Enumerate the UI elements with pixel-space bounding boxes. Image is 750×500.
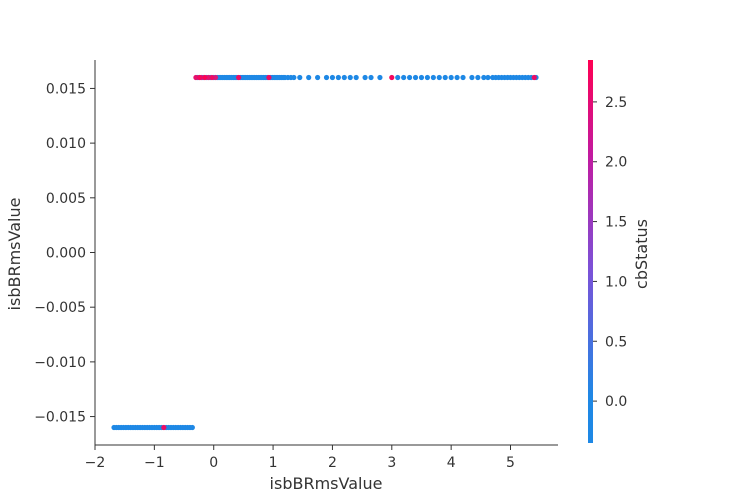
data-point xyxy=(485,74,491,81)
y-tick-label: −0.005 xyxy=(34,300,86,316)
y-tick-label: −0.010 xyxy=(34,355,86,371)
y-axis-ticks: 0.015 0.010 0.005 0.000 −0.005 −0.010 −0.015 xyxy=(34,81,95,426)
data-point xyxy=(202,74,208,81)
colorbar-tick-label: 2.5 xyxy=(605,95,627,111)
data-point xyxy=(395,74,401,81)
y-tick-label: 0.010 xyxy=(46,136,86,152)
data-point xyxy=(306,74,312,81)
data-point xyxy=(407,74,413,81)
x-tick-label: 4 xyxy=(447,455,456,471)
data-point xyxy=(297,74,303,81)
data-point xyxy=(291,74,297,81)
data-point xyxy=(436,74,442,81)
data-point xyxy=(205,74,211,81)
data-point xyxy=(362,74,368,81)
data-point xyxy=(341,74,347,81)
data-points xyxy=(111,74,539,431)
data-point xyxy=(442,74,448,81)
x-axis-label: isbBRmsValue xyxy=(270,474,383,493)
data-point xyxy=(469,74,475,81)
colorbar-tick-label: 0.0 xyxy=(605,394,627,410)
colorbar-tick-label: 1.5 xyxy=(605,215,627,231)
data-point xyxy=(329,74,336,81)
data-point xyxy=(430,74,436,81)
colorbar-gradient xyxy=(588,60,593,443)
x-tick-label: −2 xyxy=(85,455,106,471)
data-point xyxy=(196,74,203,81)
data-point xyxy=(193,74,199,81)
plot-area: −2 −1 0 1 2 3 4 5 0.015 0.010 0.005 0.000 −0.005 −0.… xyxy=(5,60,558,493)
data-point xyxy=(531,74,537,81)
data-point xyxy=(401,74,407,81)
x-tick-label: 2 xyxy=(328,455,337,471)
y-tick-label: 0.000 xyxy=(46,246,86,262)
data-point xyxy=(424,74,431,81)
y-tick-label: 0.015 xyxy=(46,81,86,97)
data-point xyxy=(353,74,359,81)
colorbar-tick-label: 0.5 xyxy=(605,334,627,350)
data-point xyxy=(347,74,353,81)
x-tick-label: 5 xyxy=(506,455,515,471)
y-tick-label: −0.015 xyxy=(34,410,86,426)
data-point xyxy=(389,74,395,81)
colorbar: 0.0 0.5 1.0 1.5 2.0 2.5 cbStatus xyxy=(588,60,651,443)
colorbar-tick-label: 1.0 xyxy=(605,274,627,290)
data-point xyxy=(368,74,374,81)
data-point xyxy=(460,74,466,81)
data-point xyxy=(209,74,215,81)
x-tick-label: 0 xyxy=(209,455,218,471)
y-tick-label: 0.005 xyxy=(46,191,86,207)
y-axis-label: isbBRmsValue xyxy=(5,198,24,311)
colorbar-tick-label: 2.0 xyxy=(605,155,627,171)
data-point xyxy=(314,74,321,81)
data-point xyxy=(377,74,383,81)
data-point xyxy=(236,74,242,81)
data-point xyxy=(481,74,487,81)
x-tick-label: −1 xyxy=(144,455,165,471)
data-point xyxy=(323,74,330,81)
data-point xyxy=(475,74,481,81)
data-point xyxy=(448,74,454,81)
data-point xyxy=(212,74,219,81)
data-point xyxy=(454,74,460,81)
data-point xyxy=(412,74,419,81)
data-point xyxy=(266,74,272,81)
data-point xyxy=(189,424,195,431)
colorbar-label: cbStatus xyxy=(632,219,651,289)
data-point xyxy=(418,74,425,81)
x-axis-ticks: −2 −1 0 1 2 3 4 5 xyxy=(85,445,515,471)
x-tick-label: 1 xyxy=(269,455,278,471)
data-point xyxy=(335,74,341,81)
colorbar-ticks: 0.0 0.5 1.0 1.5 2.0 2.5 xyxy=(593,95,627,410)
x-tick-label: 3 xyxy=(387,455,396,471)
data-point xyxy=(161,424,167,431)
